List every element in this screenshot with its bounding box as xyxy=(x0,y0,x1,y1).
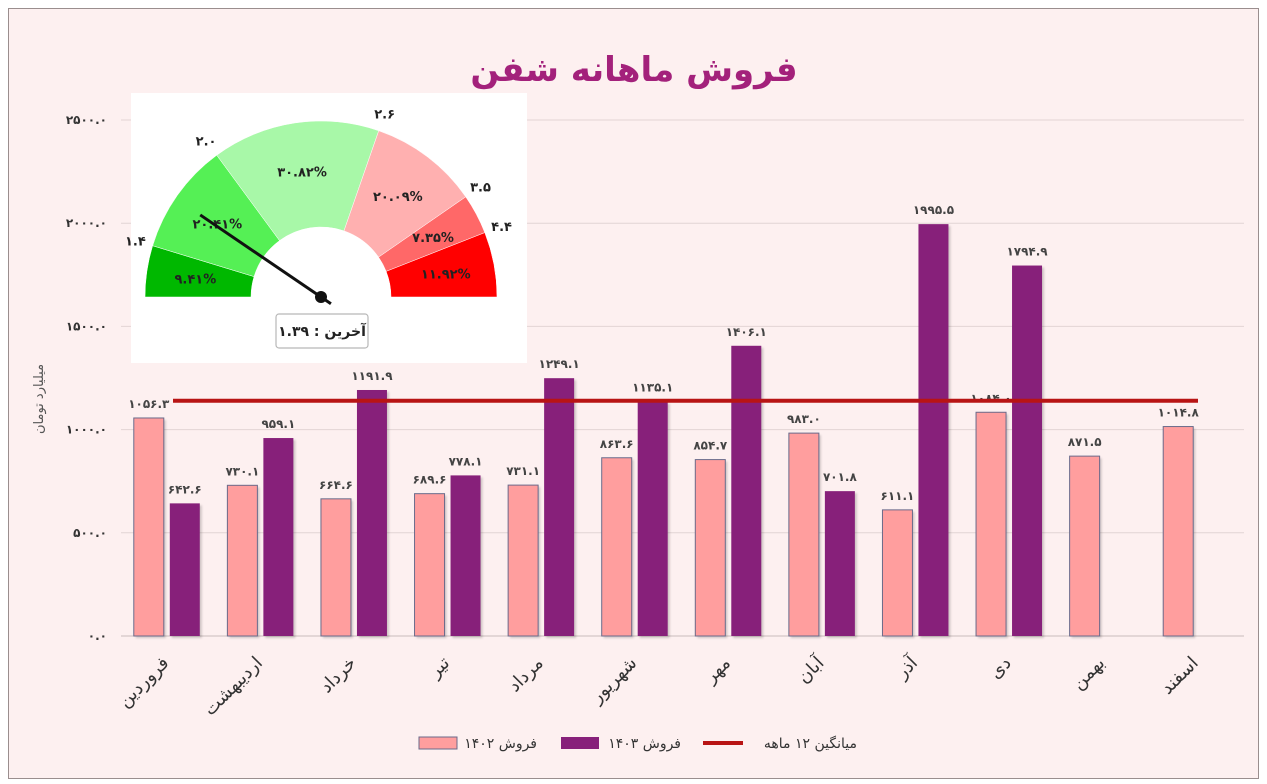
gauge-boundary-label: ۱.۴ xyxy=(125,234,146,249)
bars: ۱۰۵۶.۳ ۶۴۲.۶ ۷۳۰.۱ ۹۵۹.۱ ۶۶۴.۶ ۱۱۹۱.۹ ۶۸۹.۶۷۷۸… xyxy=(128,203,1200,639)
x-category-label: اردیبهشت xyxy=(200,653,267,720)
legend-swatch-1403 xyxy=(561,737,599,749)
bar-1402 xyxy=(226,484,258,637)
data-label-1402: ۶۶۴.۶ xyxy=(319,478,353,492)
bar-1402 xyxy=(133,417,165,637)
bar-1402 xyxy=(1162,426,1194,637)
x-category-label: مرداد xyxy=(504,653,548,697)
bar-1403 xyxy=(544,378,575,636)
bar-1402 xyxy=(1069,455,1101,637)
gauge-boundary-label: ۴.۴ xyxy=(491,220,512,235)
x-category-label: آبان xyxy=(792,651,829,688)
gauge-segment-percent: ۳۰.۸۲% xyxy=(277,165,327,180)
data-label-1403: ۱۲۴۹.۱ xyxy=(539,357,580,371)
y-tick-label: ۰.۰ xyxy=(88,629,107,643)
bar-1402 xyxy=(507,484,539,637)
bar-1402 xyxy=(414,493,446,637)
bar-1402 xyxy=(694,459,726,637)
bar-1403 xyxy=(263,438,294,636)
bar-1403 xyxy=(169,503,200,636)
y-tick-label: ۲۰۰۰.۰ xyxy=(66,216,107,230)
y-tick-label: ۱۰۰۰.۰ xyxy=(66,423,107,437)
data-label-1403: ۱۷۹۴.۹ xyxy=(1006,245,1048,259)
data-label-1402: ۸۷۱.۵ xyxy=(1068,435,1102,449)
gauge-boundary-label: ۲.۰ xyxy=(196,135,217,150)
legend-swatch-1402 xyxy=(418,736,458,750)
gauge-needle-hub xyxy=(315,291,327,303)
data-label-1402: ۶۸۹.۶ xyxy=(413,473,447,487)
data-label-1403: ۱۴۰۶.۱ xyxy=(726,325,767,339)
legend-label-average: میانگین ۱۲ ماهه xyxy=(764,735,857,752)
gauge-panel: ۹.۴۱%۲۰.۴۱%۳۰.۸۲%۲۰.۰۹%۷.۳۵%۱۱.۹۲% ۱.۴۲.… xyxy=(125,93,527,363)
bar-1403 xyxy=(824,491,855,636)
chart-title: فروش ماهانه شفن xyxy=(470,50,797,90)
bar-1402 xyxy=(601,457,633,637)
bar-1403 xyxy=(450,475,481,636)
bar-1402 xyxy=(881,509,913,637)
data-label-1402: ۱۰۱۴.۸ xyxy=(1158,406,1200,420)
data-label-1402: ۸۵۴.۷ xyxy=(693,439,728,453)
data-label-1402: ۸۶۳.۶ xyxy=(600,437,634,451)
bar-1402 xyxy=(788,432,820,637)
data-label-1402: ۱۰۵۶.۳ xyxy=(128,397,170,411)
bar-1403 xyxy=(637,401,668,636)
data-label-1402: ۱۰۸۴.۰ xyxy=(970,391,1011,405)
bar-1403 xyxy=(918,224,949,637)
data-label-1403: ۹۵۹.۱ xyxy=(261,417,295,431)
bar-1403 xyxy=(731,345,762,636)
data-label-1403: ۶۴۲.۶ xyxy=(168,482,202,496)
gauge-needle-line xyxy=(199,213,332,305)
gauge-needle xyxy=(199,213,332,305)
data-label-1402: ۹۸۳.۰ xyxy=(787,412,821,426)
y-axis-label: میلیارد تومان xyxy=(32,364,47,434)
data-label-1403: ۷۰۱.۸ xyxy=(823,470,858,484)
x-category-label: شهریور xyxy=(586,653,641,708)
gauge-segments: ۹.۴۱%۲۰.۴۱%۳۰.۸۲%۲۰.۰۹%۷.۳۵%۱۱.۹۲% xyxy=(144,120,498,298)
y-tick-label: ۲۵۰۰.۰ xyxy=(66,113,107,127)
gauge-segment-percent: ۷.۳۵% xyxy=(412,231,454,246)
bar-1403 xyxy=(356,389,387,636)
gauge-boundary-label: ۳.۵ xyxy=(470,181,491,196)
x-axis-categories: فروردین اردیبهشت خرداد تیر مرداد شهریور مهر آبا… xyxy=(114,651,1203,720)
data-label-1402: ۷۳۱.۱ xyxy=(506,464,540,478)
data-label-1403: ۱۱۳۵.۱ xyxy=(632,381,673,395)
x-category-label: فروردین xyxy=(114,653,173,712)
x-category-label: دی xyxy=(985,653,1015,683)
bar-1402 xyxy=(320,498,352,637)
y-tick-label: ۱۵۰۰.۰ xyxy=(66,319,107,333)
gauge-segment-percent: ۱۱.۹۲% xyxy=(421,267,471,282)
y-axis-ticks: ۰.۰ ۵۰۰.۰ ۱۰۰۰.۰ ۱۵۰۰.۰ ۲۰۰۰.۰ ۲۵۰۰.۰ xyxy=(66,113,107,643)
data-label-1403: ۷۷۸.۱ xyxy=(449,454,483,468)
data-label-1402: ۶۱۱.۱ xyxy=(881,489,915,503)
x-category-label: آذر xyxy=(890,651,923,684)
data-label-1403: ۱۹۹۵.۵ xyxy=(913,203,954,217)
gauge-segment xyxy=(385,232,498,298)
gauge-segment-percent: ۲۰.۰۹% xyxy=(373,190,423,205)
x-category-label: بهمن xyxy=(1068,653,1109,694)
chart-canvas: فروش ماهانه شفن ۰.۰ ۵۰۰.۰ ۱۰۰۰.۰ ۱۵۰۰.۰ ۲۰۰۰… xyxy=(32,50,1244,752)
last-value-label: آخرین : ۱.۳۹ xyxy=(278,322,367,340)
legend-label-1402: فروش ۱۴۰۲ xyxy=(464,736,537,752)
bar-1403 xyxy=(1012,265,1043,636)
x-category-label: مهر xyxy=(700,653,735,688)
data-label-1403: ۱۱۹۱.۹ xyxy=(351,369,393,383)
chart-frame: فروش ماهانه شفن ۰.۰ ۵۰۰.۰ ۱۰۰۰.۰ ۱۵۰۰.۰ ۲۰۰۰… xyxy=(8,8,1259,779)
x-category-label: تیر xyxy=(424,653,454,683)
data-label-1402: ۷۳۰.۱ xyxy=(225,464,259,478)
last-value-box xyxy=(275,313,369,349)
y-tick-label: ۵۰۰.۰ xyxy=(73,526,107,540)
bar-1402 xyxy=(975,411,1007,637)
legend-label-1403: فروش ۱۴۰۳ xyxy=(608,736,681,752)
x-category-label: اسفند xyxy=(1157,653,1203,699)
gauge-boundary-label: ۲.۶ xyxy=(374,108,395,123)
gauge-segment xyxy=(216,120,380,241)
legend: فروش ۱۴۰۲ فروش ۱۴۰۳ میانگین ۱۲ ماهه xyxy=(418,735,857,752)
gauge-boundary-labels: ۱.۴ ۲.۰ ۲.۶ ۳.۵ ۴.۴ xyxy=(125,108,512,250)
gauge-segment-percent: ۹.۴۱% xyxy=(174,272,216,287)
x-category-label: خرداد xyxy=(316,653,361,698)
